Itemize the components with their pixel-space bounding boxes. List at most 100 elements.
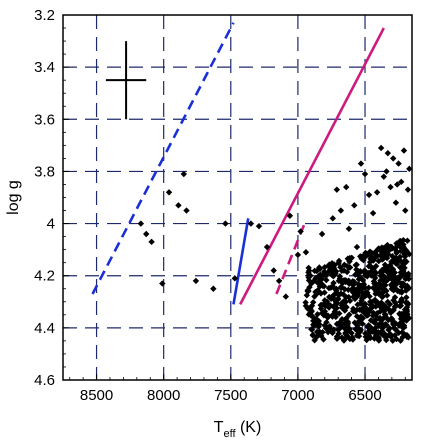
data-point [349,289,357,296]
data-point [305,277,313,284]
data-point [333,333,341,340]
data-point [380,323,388,330]
data-point [402,299,410,306]
data-point [403,331,411,339]
data-point [322,325,330,332]
data-point [365,284,372,291]
data-point [364,311,372,319]
data-point [398,295,405,303]
data-point [391,294,399,301]
data-point [380,173,388,180]
data-point [331,270,338,278]
data-point [346,297,354,305]
data-point [350,305,357,312]
data-point [375,334,382,341]
data-point [376,321,383,328]
data-point [311,267,318,275]
x-axis-label-unit: (K) [236,419,262,436]
data-point [392,254,400,262]
data-point [382,331,389,339]
x-axis-ticks: 8500 8000 7500 7000 6500 [69,374,406,404]
data-point [351,202,358,209]
x-axis-label-sub: eff [223,428,236,440]
data-point [343,183,350,191]
data-point [306,267,313,274]
data-point [307,309,314,316]
data-point [401,253,409,260]
data-point [321,268,328,275]
data-point [392,260,399,267]
data-point [406,165,413,173]
data-point [372,288,380,295]
data-point [358,307,365,314]
data-point [341,297,348,305]
data-point [383,168,390,175]
data-point [393,240,400,247]
data-point [400,243,407,251]
data-point [380,274,388,281]
data-point [355,289,362,296]
data-point [308,326,316,333]
data-point [379,306,386,313]
data-point [367,301,374,309]
data-point [402,287,410,294]
data-point [374,315,382,322]
data-point [388,243,395,251]
data-point [270,267,277,274]
data-point [313,333,321,340]
data-point [305,287,312,295]
data-point [382,313,389,321]
data-point [360,281,368,288]
data-point [263,243,271,251]
data-point [192,277,200,285]
data-point [327,302,334,309]
y-tick-label: 4.6 [34,372,55,389]
data-point [331,261,338,268]
data-point [180,170,188,178]
model-line-4 [275,223,306,295]
error-bar [105,41,147,120]
data-point [309,299,317,306]
y-tick-label: 3.6 [34,111,55,128]
data-point [329,215,337,222]
data-point [317,271,324,278]
data-point [322,302,330,310]
data-point [406,250,413,258]
data-point [403,294,410,301]
data-point [373,251,380,259]
data-point [379,293,386,300]
data-point [353,243,361,251]
data-point [383,264,391,272]
data-point [310,317,317,325]
data-point [333,186,341,193]
data-point [339,279,346,287]
data-point [328,327,335,334]
y-tick-label: 3.2 [34,7,55,24]
x-tick-label: 8000 [147,387,180,404]
data-point [222,220,229,227]
data-point [389,307,397,314]
data-point [384,149,392,157]
data-point [395,160,402,167]
data-point [317,301,324,309]
data-point [311,322,318,329]
data-point [346,325,353,332]
data-point [398,289,405,296]
data-point [390,155,397,162]
data-point [346,264,354,271]
data-point [231,275,239,282]
data-point [324,314,331,321]
data-point [314,311,321,318]
data-point [362,249,369,257]
data-point [345,277,352,284]
data-point [333,287,340,294]
data-point [394,181,401,188]
data-point [159,280,166,287]
data-point [355,328,362,335]
data-point [366,306,374,313]
model-line-3 [239,27,385,305]
data-point [357,267,364,275]
data-point [383,292,391,299]
data-point [369,209,377,217]
x-tick-label: 7500 [214,387,247,404]
